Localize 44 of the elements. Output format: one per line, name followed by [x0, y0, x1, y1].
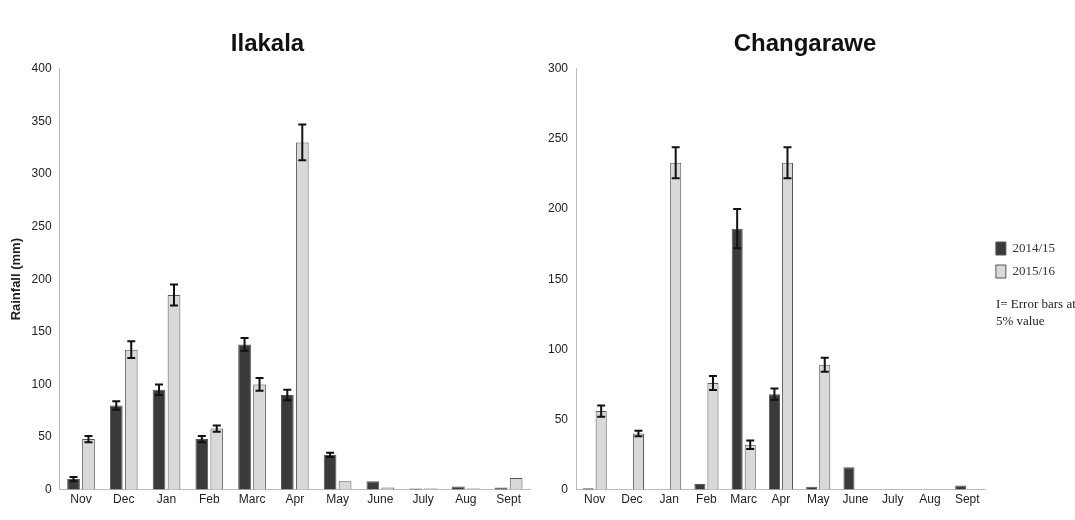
x-tick-label: Aug — [919, 492, 941, 507]
y-tick-label: 200 — [547, 201, 569, 216]
y-tick-label: 150 — [31, 324, 52, 339]
y-tick-label: 250 — [31, 218, 52, 233]
x-tick-label: Feb — [198, 492, 220, 507]
y-tick-label: 300 — [31, 166, 52, 181]
legend-label: 2015/16 — [1012, 262, 1056, 278]
x-tick-label: Sept — [496, 492, 522, 507]
legend-label: 2014/15 — [1012, 239, 1056, 255]
x-tick-label: Sept — [954, 492, 981, 507]
text: I= Error bars at 5% value — [995, 296, 1075, 328]
x-tick-label: Marc — [238, 492, 266, 507]
chart-title: Changarawe — [733, 29, 877, 57]
x-tick-label: Nov — [70, 492, 92, 507]
chart-title: Ilakala — [230, 29, 305, 57]
x-tick-label: Apr — [771, 492, 791, 507]
x-tick-label: May — [326, 492, 349, 507]
x-tick-label: Jan — [659, 492, 679, 507]
y-tick-label: 100 — [547, 341, 569, 356]
y-tick-label: 300 — [547, 61, 569, 76]
x-tick-label: Apr — [285, 492, 305, 507]
y-tick-label: 0 — [561, 481, 569, 496]
y-tick-label: 200 — [31, 271, 52, 286]
x-tick-label: July — [412, 492, 434, 507]
x-tick-label: May — [806, 492, 830, 507]
x-tick-label: Dec — [621, 492, 643, 507]
y-tick-label: 100 — [31, 376, 52, 391]
y-tick-label: 0 — [44, 481, 52, 496]
x-tick-label: Aug — [455, 492, 477, 507]
x-tick-label: July — [882, 492, 904, 507]
x-tick-label: Nov — [583, 492, 606, 507]
y-tick-label: 400 — [31, 61, 52, 76]
x-tick-label: Feb — [696, 492, 718, 507]
x-tick-label: Marc — [730, 492, 758, 507]
x-tick-label: Dec — [113, 492, 135, 507]
y-tick-label: 50 — [554, 411, 569, 426]
x-tick-label: Jan — [156, 492, 177, 507]
y-tick-label: 350 — [31, 113, 52, 128]
x-tick-label: June — [842, 492, 869, 507]
y-axis-title: Rainfall (mm) — [8, 238, 24, 321]
x-tick-label: June — [367, 492, 394, 507]
y-tick-label: 150 — [547, 271, 569, 286]
y-tick-label: 50 — [38, 429, 52, 444]
y-tick-label: 250 — [547, 131, 569, 146]
